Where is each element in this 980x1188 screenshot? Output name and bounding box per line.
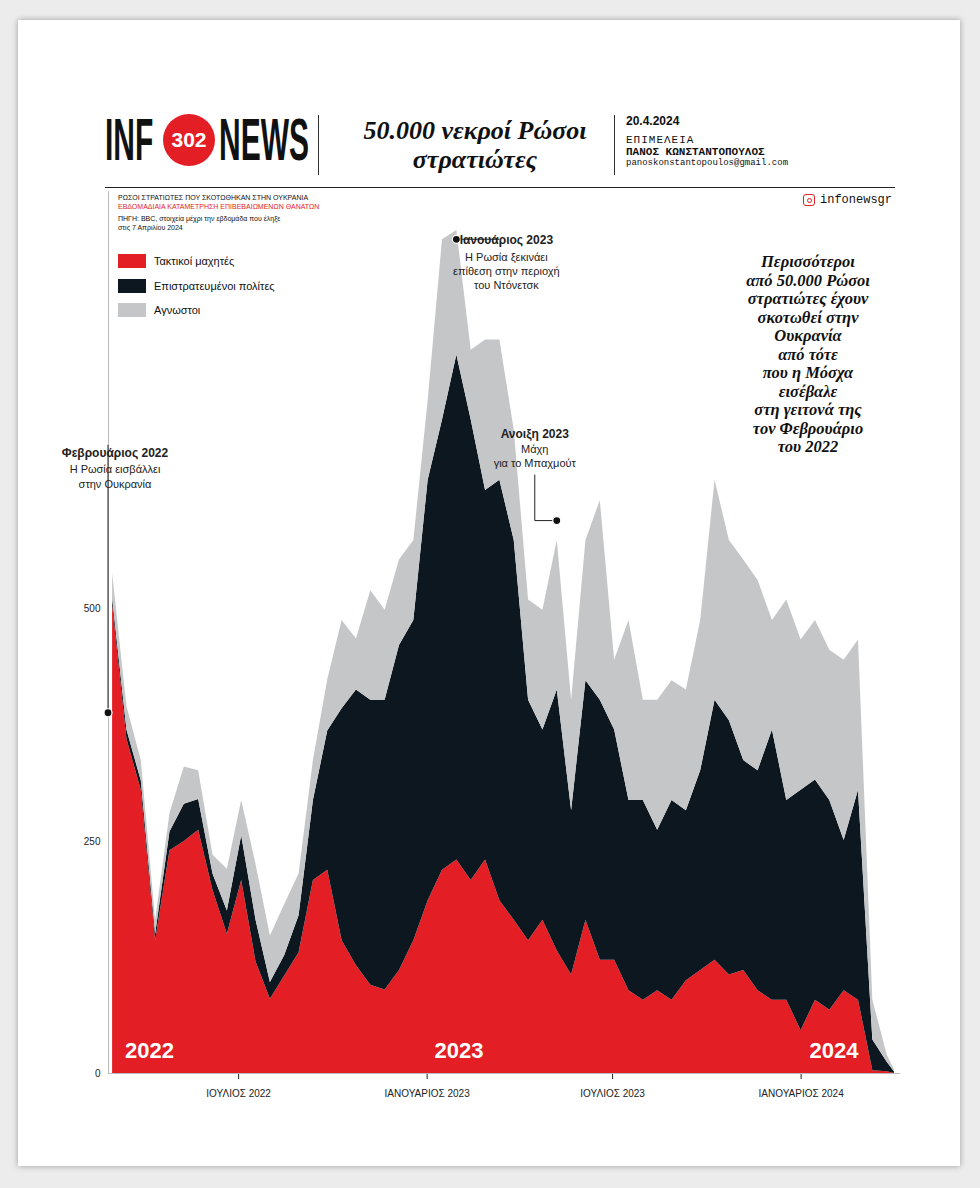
html-text:ΠΑΝΟΣ ΚΩΝΣΤΑΝΤΟΠΟΥΛΟΣ: ΠΑΝΟΣ ΚΩΝΣΤΑΝΤΟΠΟΥΛΟΣ <box>626 146 765 158</box>
html-text:50.000 νεκροί Ρώσοι στρατιώτες: 50.000 νεκροί Ρώσοι στρατιώτες <box>363 116 587 174</box>
html-text:ΕΒΔΟΜΑΔΙΑΙΑ ΚΑΤΑΜΕΤΡΗΣΗ ΕΠΙΒΕΒ: ΕΒΔΟΜΑΔΙΑΙΑ ΚΑΤΑΜΕΤΡΗΣΗ ΕΠΙΒΕΒΑΙΩΜΕΝΩΝ Θ… <box>118 202 320 210</box>
html-text:302: 302 <box>171 128 207 151</box>
html-text:20.4.2024: 20.4.2024 <box>626 114 680 128</box>
html-text:Αγνωστοι: Αγνωστοι <box>154 304 201 317</box>
svg-text:0: 0 <box>95 1068 101 1079</box>
svg-text:του Ντόνετσκ: του Ντόνετσκ <box>474 279 539 291</box>
html-text:panoskonstantopoulos@gmail.com: panoskonstantopoulos@gmail.com <box>626 158 788 168</box>
svg-text:500: 500 <box>84 603 101 614</box>
svg-text:Η Ρωσία ξεκινάει: Η Ρωσία ξεκινάει <box>465 251 548 263</box>
html-text:στη γειτονά της: στη γειτονά της <box>754 400 862 419</box>
svg-text:Φεβρουάριος 2022: Φεβρουάριος 2022 <box>62 446 169 460</box>
html-text:που η Μόσχα: που η Μόσχα <box>762 363 854 382</box>
html-text:ΕΠΙΜΕΛΕΙΑ: ΕΠΙΜΕΛΕΙΑ <box>626 134 695 146</box>
html-text:infonewsgr: infonewsgr <box>820 193 892 207</box>
svg-text:στην Ουκρανία: στην Ουκρανία <box>79 478 152 490</box>
html-text:τον Φεβρουάριο: τον Φεβρουάριο <box>752 418 864 438</box>
html-text:Τακτικοί μαχητές: Τακτικοί μαχητές <box>154 255 235 268</box>
html-text:εισέβαλε: εισέβαλε <box>778 381 838 401</box>
svg-text:για το Μπαχμούτ: για το Μπαχμούτ <box>494 457 577 469</box>
svg-text:2022: 2022 <box>125 1038 174 1063</box>
html-text:σκοτωθεί στην: σκοτωθεί στην <box>757 307 859 327</box>
html-text:από τότε: από τότε <box>778 344 838 364</box>
html-text:Επιστρατευμένοι πολίτες: Επιστρατευμένοι πολίτες <box>154 279 275 292</box>
svg-text:ΙΟΥΛΙΟΣ 2022: ΙΟΥΛΙΟΣ 2022 <box>206 1088 271 1099</box>
svg-text:2024: 2024 <box>809 1038 859 1063</box>
html-text:ΡΩΣΟΙ ΣΤΡΑΤΙΩΤΕΣ ΠΟΥ ΣΚΟΤΩΘΗΚΑ: ΡΩΣΟΙ ΣΤΡΑΤΙΩΤΕΣ ΠΟΥ ΣΚΟΤΩΘΗΚΑΝ ΣΤΗΝ ΟΥΚ… <box>118 194 308 201</box>
html-text:Ουκρανία: Ουκρανία <box>774 326 842 345</box>
html-text:NEWS: NEWS <box>219 106 309 173</box>
svg-text:Μάχη: Μάχη <box>521 443 548 455</box>
html-text:Περισσότεροι: Περισσότεροι <box>761 252 855 271</box>
html-text:ΠΗΓΗ: BBC, στοιχεία μέχρι την: ΠΗΓΗ: BBC, στοιχεία μέχρι την εβδομάδα π… <box>118 215 281 231</box>
html-text:στρατιώτες έχουν: στρατιώτες έχουν <box>747 289 869 308</box>
html-text:από 50.000 Ρώσοι: από 50.000 Ρώσοι <box>746 270 870 290</box>
svg-text:Ιανουάριος 2023: Ιανουάριος 2023 <box>460 233 554 247</box>
html-text:του 2022: του 2022 <box>777 437 839 456</box>
svg-text:Ανοιξη 2023: Ανοιξη 2023 <box>501 427 570 441</box>
svg-text:ΙΑΝΟΥΑΡΙΟΣ 2023: ΙΑΝΟΥΑΡΙΟΣ 2023 <box>385 1088 471 1099</box>
svg-text:250: 250 <box>84 836 101 847</box>
svg-text:2023: 2023 <box>434 1038 483 1063</box>
svg-text:ΙΟΥΛΙΟΣ 2023: ΙΟΥΛΙΟΣ 2023 <box>580 1088 645 1099</box>
svg-text:ΙΑΝΟΥΑΡΙΟΣ 2024: ΙΑΝΟΥΑΡΙΟΣ 2024 <box>759 1088 845 1099</box>
html-text:INF: INF <box>105 106 154 173</box>
svg-text:επίθεση στην περιοχή: επίθεση στην περιοχή <box>453 265 560 277</box>
svg-text:Η Ρωσία εισβάλλει: Η Ρωσία εισβάλλει <box>70 463 161 475</box>
